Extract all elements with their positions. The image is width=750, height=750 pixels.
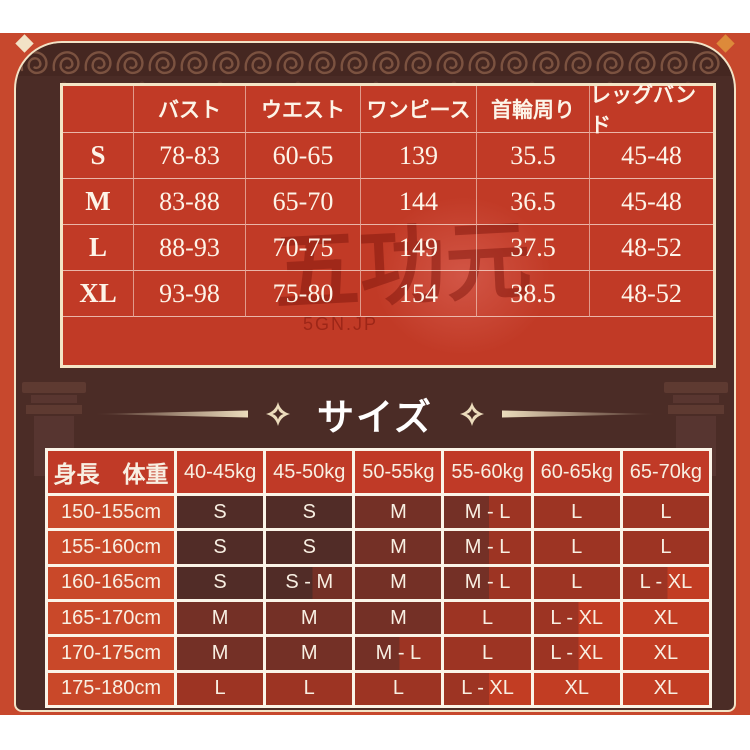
flourish-left-icon <box>93 402 291 426</box>
size-cell: S - M <box>266 566 353 599</box>
row-label-s: S <box>63 133 134 179</box>
size-cell: L <box>622 496 709 529</box>
spiral-pattern-graphic <box>16 43 734 87</box>
col-header-waist: ウエスト <box>246 86 361 133</box>
size-cell: M <box>266 637 353 670</box>
cell: 35.5 <box>477 133 590 179</box>
size-cell: L <box>622 531 709 564</box>
watermark-subtext: 5GN.JP <box>303 314 379 334</box>
cell: 144 <box>361 179 477 225</box>
size-cell: L - XL <box>533 601 620 635</box>
size-cell: L <box>266 672 353 705</box>
size-cell: S <box>177 496 264 529</box>
measurement-table: 五功元 5GN.JP バスト ウエスト ワンピース 首輪周り レッグバンド S … <box>60 83 716 368</box>
size-cell: L - XL <box>444 672 531 705</box>
size-cell: XL <box>622 601 709 635</box>
col-header-empty <box>63 86 134 133</box>
size-cell: M <box>355 566 442 599</box>
height-weight-size-table: 身長 体重 40-45kg 45-50kg 50-55kg 55-60kg 60… <box>45 448 712 708</box>
cell: 37.5 <box>477 225 590 271</box>
cell: 45-48 <box>590 133 713 179</box>
corner-header: 身長 体重 <box>48 451 174 493</box>
cell: 83-88 <box>134 179 246 225</box>
corner-diamond-icon <box>15 34 34 53</box>
col-header-bust: バスト <box>134 86 246 133</box>
size-cell: L <box>177 672 264 705</box>
col-header-onepiece: ワンピース <box>361 86 477 133</box>
size-cell: M - L <box>444 566 531 599</box>
cell: 48-52 <box>590 225 713 271</box>
cell: 38.5 <box>477 271 590 317</box>
cell: 78-83 <box>134 133 246 179</box>
size-cell: M <box>355 601 442 635</box>
cell: 60-65 <box>246 133 361 179</box>
height-label: 160-165cm <box>48 566 174 599</box>
flourish-right-icon <box>459 402 657 426</box>
cell: 139 <box>361 133 477 179</box>
size-cell: L - XL <box>533 637 620 670</box>
size-cell: L - XL <box>622 566 709 599</box>
size-cell: L <box>444 637 531 670</box>
size-cell: M - L <box>355 637 442 670</box>
cell: 88-93 <box>134 225 246 271</box>
size-cell: L <box>355 672 442 705</box>
size-cell: XL <box>622 637 709 670</box>
size-cell: L <box>444 601 531 635</box>
size-cell: M - L <box>444 496 531 529</box>
corner-diamond-icon <box>716 34 735 53</box>
weight-header: 45-50kg <box>266 451 353 493</box>
height-label: 155-160cm <box>48 531 174 564</box>
size-cell: M <box>177 637 264 670</box>
size-title: サイズ <box>317 397 433 438</box>
height-label: 150-155cm <box>48 496 174 529</box>
size-cell: XL <box>622 672 709 705</box>
size-cell: S <box>266 531 353 564</box>
weight-header: 50-55kg <box>355 451 442 493</box>
size-cell: M <box>266 601 353 635</box>
col-header-legband: レッグバンド <box>590 84 713 137</box>
cell: 70-75 <box>246 225 361 271</box>
cell: 149 <box>361 225 477 271</box>
decorative-frame: 五功元 5GN.JP バスト ウエスト ワンピース 首輪周り レッグバンド S … <box>0 33 750 715</box>
size-cell: L <box>533 566 620 599</box>
height-label: 170-175cm <box>48 637 174 670</box>
cell: 154 <box>361 271 477 317</box>
size-cell: M <box>355 531 442 564</box>
size-cell: L <box>533 496 620 529</box>
size-cell: S <box>266 496 353 529</box>
size-cell: XL <box>533 672 620 705</box>
size-cell: M <box>177 601 264 635</box>
cell: 36.5 <box>477 179 590 225</box>
height-label: 165-170cm <box>48 601 174 635</box>
size-section-header: サイズ <box>0 385 750 443</box>
spiral-pattern-band <box>16 43 734 91</box>
size-cell: L <box>533 531 620 564</box>
height-label: 175-180cm <box>48 672 174 705</box>
measurement-grid: バスト ウエスト ワンピース 首輪周り レッグバンド S 78-83 60-65… <box>63 84 713 317</box>
cell: 48-52 <box>590 271 713 317</box>
weight-header: 40-45kg <box>177 451 264 493</box>
size-cell: M - L <box>444 531 531 564</box>
row-label-xl: XL <box>63 271 134 317</box>
cell: 93-98 <box>134 271 246 317</box>
row-label-l: L <box>63 225 134 271</box>
weight-header: 60-65kg <box>533 451 620 493</box>
weight-header: 55-60kg <box>444 451 531 493</box>
cell: 45-48 <box>590 179 713 225</box>
size-cell: M <box>355 496 442 529</box>
cell: 65-70 <box>246 179 361 225</box>
size-cell: S <box>177 531 264 564</box>
size-cell: S <box>177 566 264 599</box>
row-label-m: M <box>63 179 134 225</box>
weight-header: 65-70kg <box>622 451 709 493</box>
cell: 75-80 <box>246 271 361 317</box>
col-header-collar: 首輪周り <box>477 86 590 133</box>
